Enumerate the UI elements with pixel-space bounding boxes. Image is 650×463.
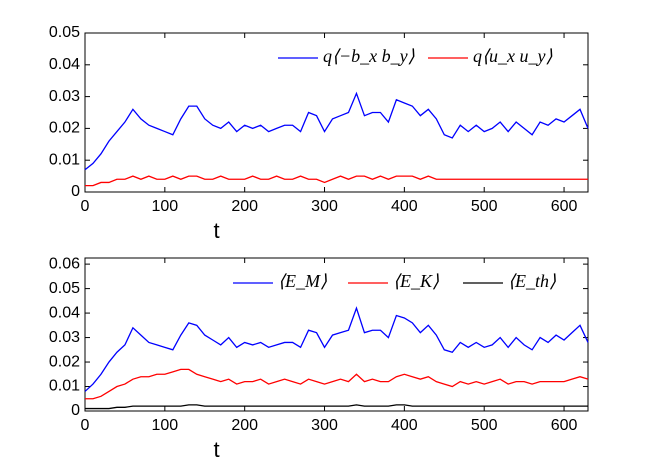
- y-tick-label: 0.03: [49, 329, 80, 346]
- y-tick-label: 0.03: [49, 88, 80, 105]
- series-line: [85, 175, 588, 187]
- x-axis-label: t: [213, 437, 219, 462]
- series-line: [84, 91, 589, 171]
- y-tick-label: 0.01: [49, 378, 80, 395]
- y-tick-label: 0.06: [49, 255, 80, 272]
- x-tick-label: 500: [471, 198, 498, 215]
- y-tick-label: 0.05: [49, 280, 80, 297]
- x-tick-label: 100: [151, 417, 178, 434]
- x-axis-label: t: [213, 218, 219, 243]
- x-tick-label: 100: [151, 198, 178, 215]
- x-tick-label: 200: [231, 198, 258, 215]
- x-tick-label: 600: [551, 198, 578, 215]
- x-tick-label: 500: [471, 417, 498, 434]
- series-line: [84, 306, 589, 392]
- x-tick-label: 0: [81, 417, 90, 434]
- y-tick-label: 0: [71, 402, 80, 419]
- x-tick-label: 0: [81, 198, 90, 215]
- legend-label: ⟨E_K⟩: [393, 271, 439, 291]
- legend-label: ⟨E_th⟩: [508, 271, 556, 291]
- legend-label: q⟨u_x u_y⟩: [473, 46, 553, 66]
- y-tick-label: 0: [71, 183, 80, 200]
- series-line: [85, 404, 588, 410]
- series-line: [85, 368, 589, 400]
- y-tick-label: 0.05: [49, 24, 80, 41]
- legend-label: q⟨−b_x b_y⟩: [323, 46, 415, 66]
- x-tick-label: 400: [391, 198, 418, 215]
- x-tick-label: 200: [231, 417, 258, 434]
- y-tick-label: 0.02: [49, 353, 80, 370]
- y-tick-label: 0.02: [49, 120, 80, 137]
- x-tick-label: 300: [311, 198, 338, 215]
- x-tick-label: 600: [551, 417, 578, 434]
- y-tick-label: 0.04: [49, 304, 80, 321]
- y-tick-label: 0.01: [49, 151, 80, 168]
- plot-area: [84, 32, 589, 193]
- x-tick-label: 300: [311, 417, 338, 434]
- legend-label: ⟨E_M⟩: [278, 271, 327, 291]
- x-tick-label: 400: [391, 417, 418, 434]
- y-tick-label: 0.04: [49, 56, 80, 73]
